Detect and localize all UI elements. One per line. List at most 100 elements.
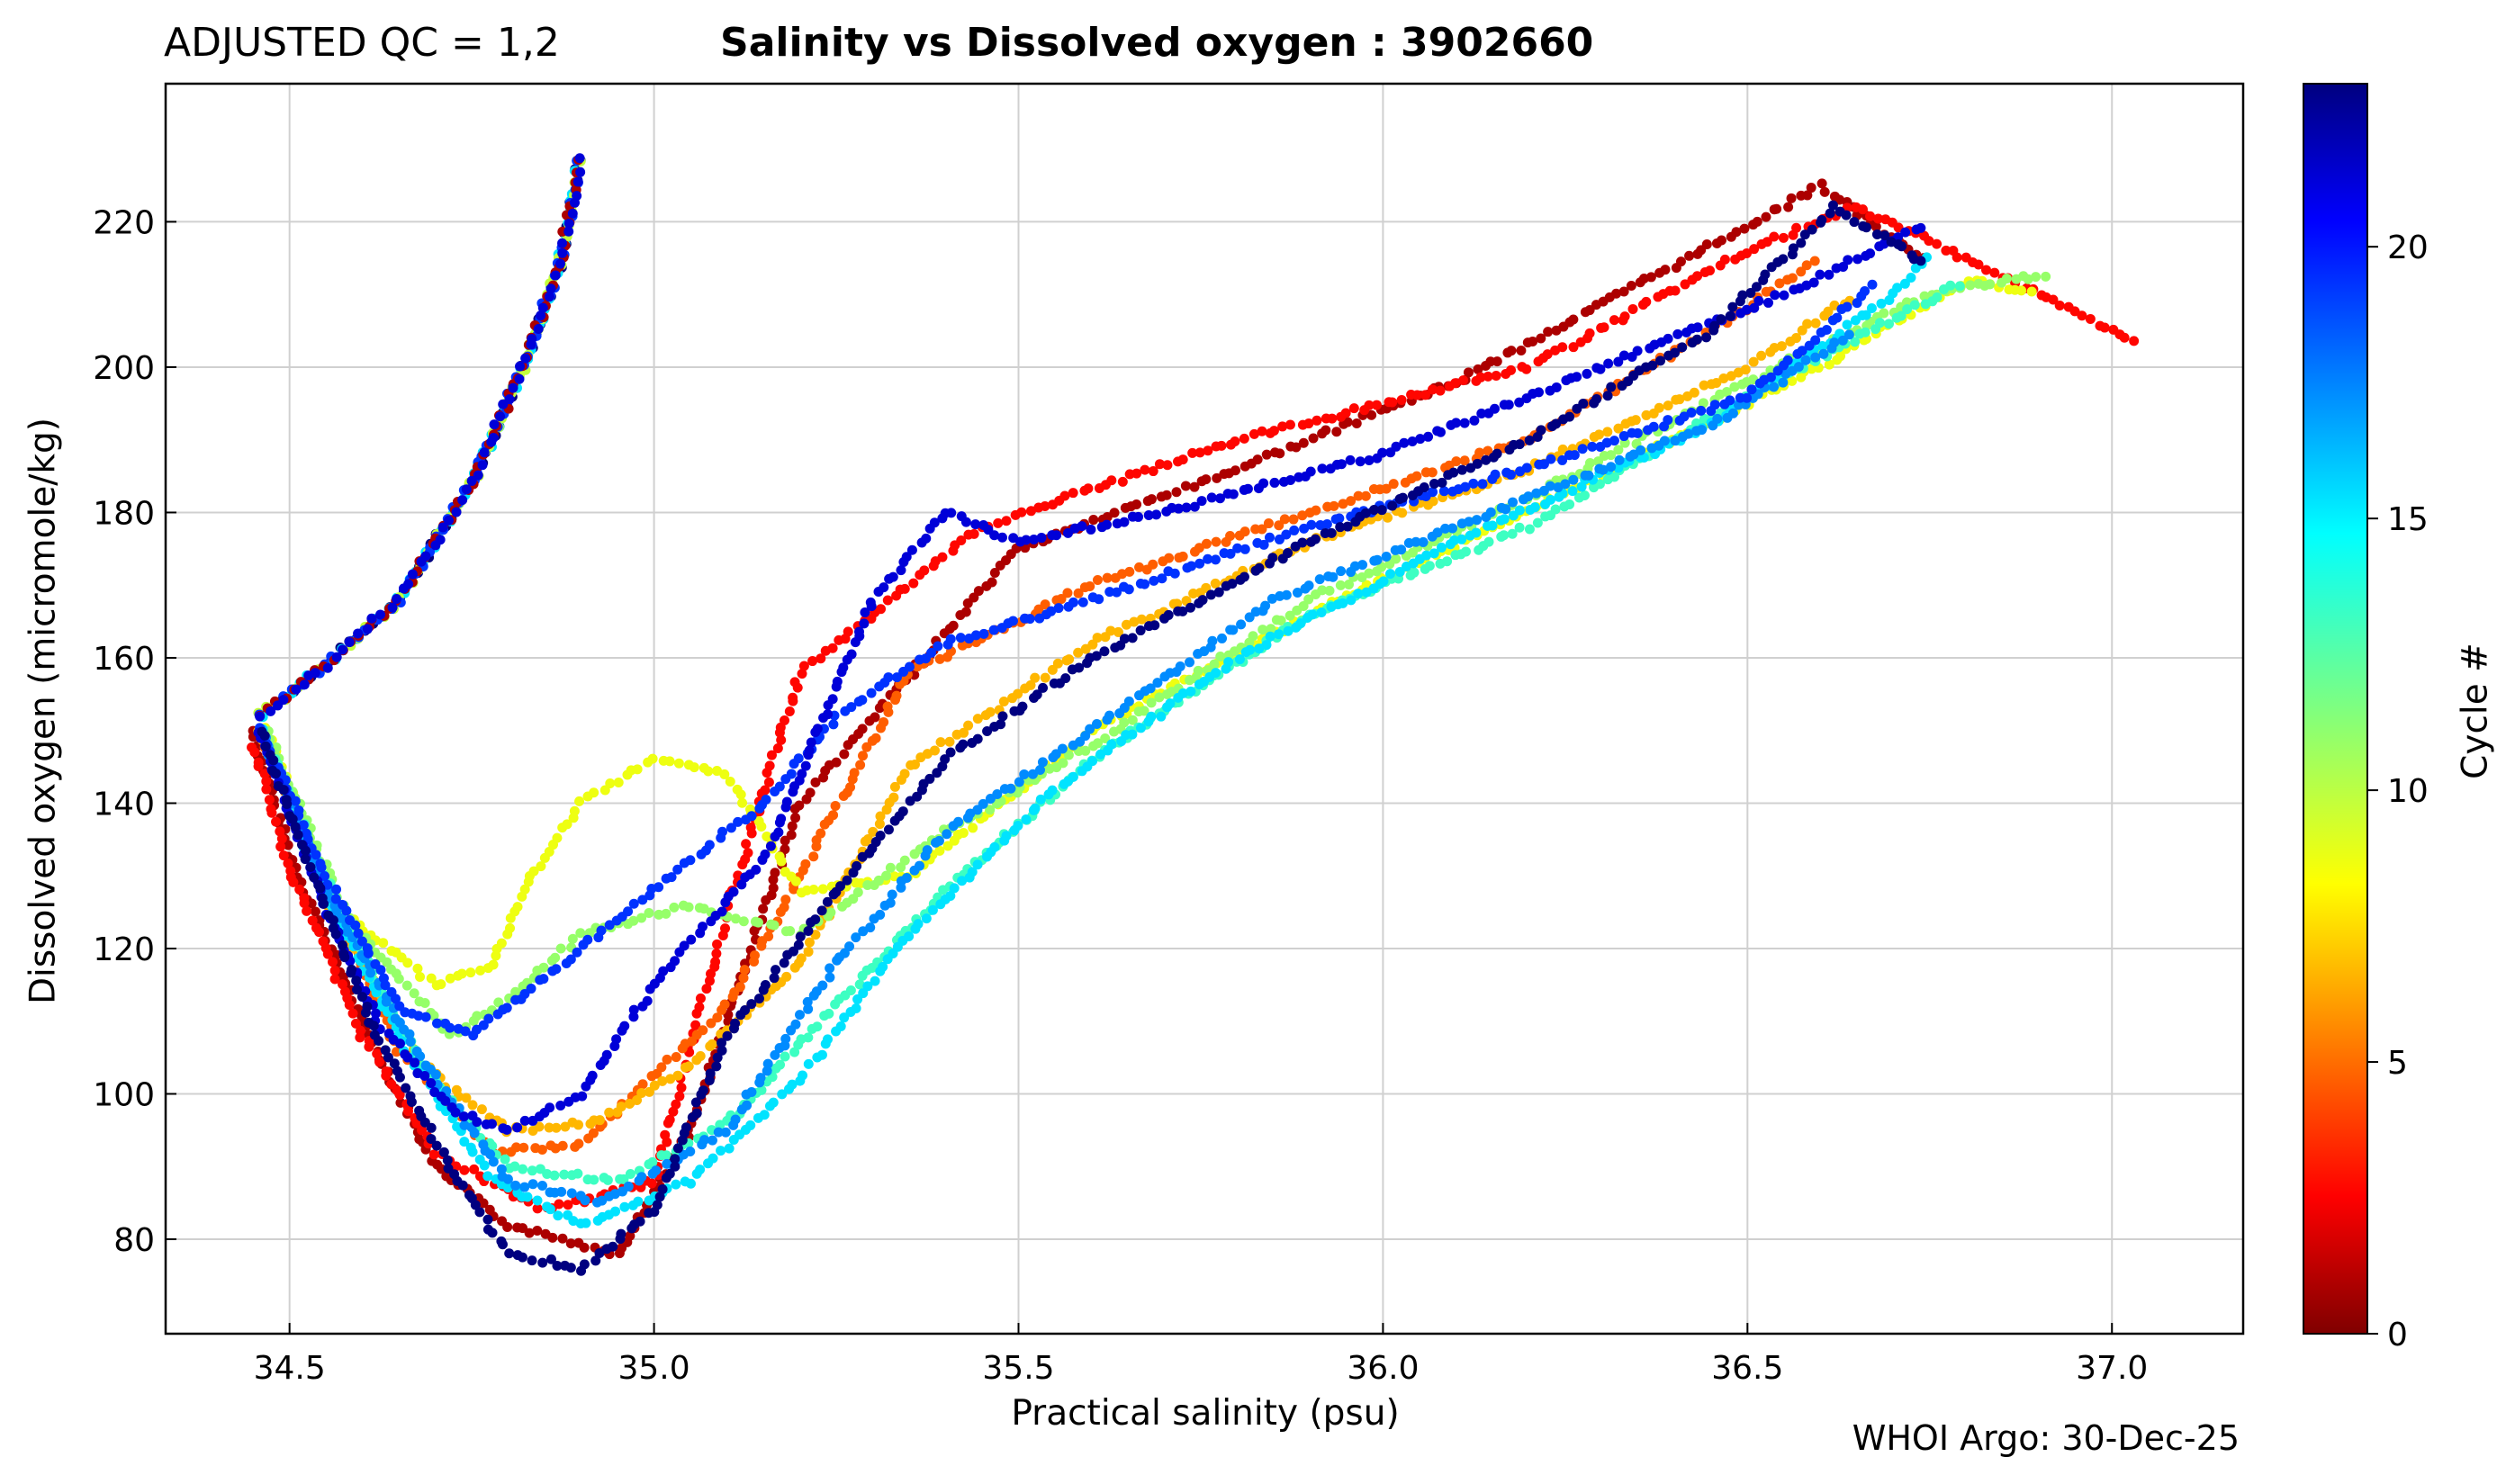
data-point [698, 1085, 708, 1096]
data-point [1366, 409, 1377, 420]
data-point [1397, 508, 1408, 518]
data-point [1954, 281, 1965, 292]
data-point [1281, 529, 1292, 540]
data-point [866, 688, 877, 698]
data-point [796, 953, 807, 964]
data-point [865, 922, 876, 933]
data-point [502, 1221, 513, 1232]
data-point [1346, 496, 1357, 507]
data-point [728, 886, 739, 897]
data-point [1242, 483, 1253, 494]
data-point [488, 1156, 499, 1167]
data-point [1119, 634, 1130, 644]
data-point [1564, 411, 1575, 422]
data-point [787, 821, 798, 832]
data-point [1810, 352, 1821, 363]
data-point [1793, 362, 1804, 373]
data-point [428, 1011, 439, 1021]
data-point [310, 906, 320, 917]
data-point [282, 798, 293, 809]
data-point [1523, 491, 1534, 502]
data-point [755, 1073, 766, 1084]
data-point [1063, 750, 1074, 760]
data-point [1154, 692, 1165, 703]
data-point [1696, 405, 1707, 416]
data-point [1817, 340, 1828, 351]
data-point [857, 724, 868, 734]
data-point [1185, 657, 1195, 668]
data-point [563, 218, 574, 229]
data-point [1058, 758, 1068, 769]
data-point [666, 872, 677, 883]
data-point [512, 1122, 523, 1133]
data-point [934, 653, 945, 664]
data-point [610, 1206, 621, 1217]
data-point [904, 931, 915, 941]
data-point [879, 716, 889, 727]
data-point [1112, 587, 1122, 598]
data-point [780, 835, 790, 846]
data-point [1225, 531, 1236, 542]
data-point [1578, 399, 1589, 409]
data-point [743, 848, 753, 859]
data-point [1492, 448, 1502, 459]
data-point [694, 1002, 705, 1012]
data-point [483, 1013, 494, 1024]
data-point [374, 1057, 385, 1067]
data-point [1419, 481, 1429, 492]
data-point [1834, 194, 1845, 205]
data-point [808, 851, 819, 862]
data-point [1618, 350, 1629, 361]
data-point [322, 949, 333, 959]
data-point [722, 1030, 733, 1041]
data-point [1800, 355, 1811, 365]
data-point [642, 995, 653, 1006]
data-point [946, 508, 957, 518]
data-point [958, 739, 969, 750]
data-point [419, 998, 430, 1009]
data-point [276, 833, 287, 844]
data-point [457, 1180, 468, 1191]
data-point [1823, 306, 1834, 317]
data-point [1149, 575, 1159, 586]
data-point [536, 310, 546, 321]
data-point [1391, 553, 1402, 564]
data-point [1005, 783, 1016, 794]
data-point [1025, 506, 1036, 517]
data-point [854, 979, 865, 990]
data-point [544, 292, 554, 302]
data-point [1093, 738, 1104, 749]
data-point [1648, 421, 1659, 432]
data-point [537, 1181, 548, 1192]
data-point [431, 1140, 442, 1151]
data-point [1506, 346, 1517, 356]
data-point [1338, 598, 1348, 608]
data-point [1538, 459, 1549, 470]
data-point [1135, 723, 1146, 733]
data-point [365, 967, 376, 978]
data-point [331, 652, 342, 662]
y-tick-label: 100 [93, 1077, 155, 1114]
colorbar-tick-label: 15 [2387, 501, 2429, 538]
data-point [730, 1018, 741, 1029]
data-point [1285, 610, 1295, 621]
data-point [1046, 606, 1057, 616]
data-point [756, 822, 767, 832]
data-point [574, 796, 585, 806]
data-point [1514, 397, 1525, 408]
data-point [1619, 311, 1630, 322]
data-point [1774, 278, 1785, 289]
data-point [329, 974, 340, 985]
data-point [704, 840, 715, 850]
data-point [1377, 447, 1388, 458]
data-point [1225, 548, 1236, 559]
data-point [1331, 427, 1342, 437]
data-point [1572, 372, 1582, 382]
data-point [268, 755, 279, 766]
colorbar-tick-label: 0 [2387, 1317, 2408, 1354]
data-point [255, 711, 266, 722]
data-point [711, 949, 722, 959]
data-point [461, 1093, 472, 1103]
data-point [1460, 546, 1471, 557]
data-point [1213, 587, 1224, 598]
